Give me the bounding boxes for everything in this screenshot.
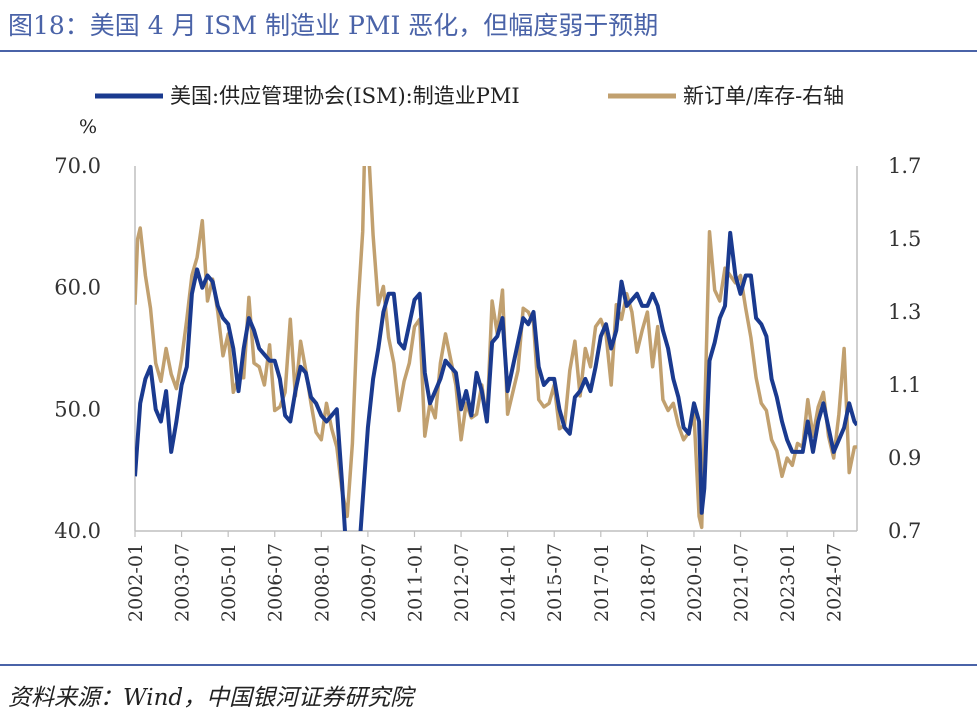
- x-tick-label: 2024-07: [824, 543, 846, 622]
- y-right-tick-label: 1.5: [888, 227, 921, 251]
- x-tick-label: 2014-01: [498, 543, 520, 622]
- x-tick-label: 2009-07: [358, 543, 380, 622]
- series-line-orders-inventory: [135, 166, 857, 530]
- bottom-rule: [0, 664, 977, 666]
- x-tick-label: 2018-07: [637, 543, 659, 622]
- source-note: 资料来源：Wind，中国银河证券研究院: [8, 685, 414, 711]
- y-left-tick-label: 50.0: [54, 397, 101, 421]
- x-tick-label: 2011-01: [404, 543, 426, 622]
- legend-label: 美国:供应管理协会(ISM):制造业PMI: [170, 84, 520, 108]
- x-tick-label: 2008-01: [311, 543, 333, 622]
- y-right-tick-label: 0.9: [888, 446, 921, 470]
- top-rule: [0, 50, 977, 52]
- left-unit-label: %: [79, 116, 97, 138]
- x-tick-label: 2003-07: [172, 543, 194, 622]
- x-tick-label: 2006-07: [265, 543, 287, 622]
- plot-lines: [135, 166, 857, 531]
- x-tick-label: 2015-07: [544, 543, 566, 622]
- y-right-tick-label: 1.1: [888, 373, 921, 397]
- x-tick-label: 2002-01: [125, 543, 147, 622]
- x-tick-label: 2017-01: [591, 543, 613, 622]
- axes: 40.0 50.0 60.0 70.0 0.7 0.9 1.1 1.3 1.5 1.7 2002-0…: [54, 154, 921, 622]
- figure-title: 图18：美国 4 月 ISM 制造业 PMI 恶化，但幅度弱于预期: [8, 11, 659, 40]
- x-tick-label: 2005-01: [218, 543, 240, 622]
- x-tick-label: 2021-07: [731, 543, 753, 622]
- y-right-tick-label: 0.7: [888, 519, 921, 543]
- x-tick-label: 2023-01: [777, 543, 799, 622]
- legend: 美国:供应管理协会(ISM):制造业PMI 新订单/库存-右轴: [95, 84, 844, 108]
- x-tick-label: 2020-01: [684, 543, 706, 622]
- x-tick-label: 2012-07: [451, 543, 473, 622]
- series-line-ism-pmi: [135, 230, 857, 531]
- y-right-tick-label: 1.7: [888, 154, 921, 178]
- y-left-tick-label: 40.0: [54, 519, 101, 543]
- y-left-tick-label: 70.0: [54, 154, 101, 178]
- y-left-tick-label: 60.0: [54, 276, 101, 300]
- y-right-tick-label: 1.3: [888, 300, 921, 324]
- legend-label: 新订单/库存-右轴: [683, 84, 844, 108]
